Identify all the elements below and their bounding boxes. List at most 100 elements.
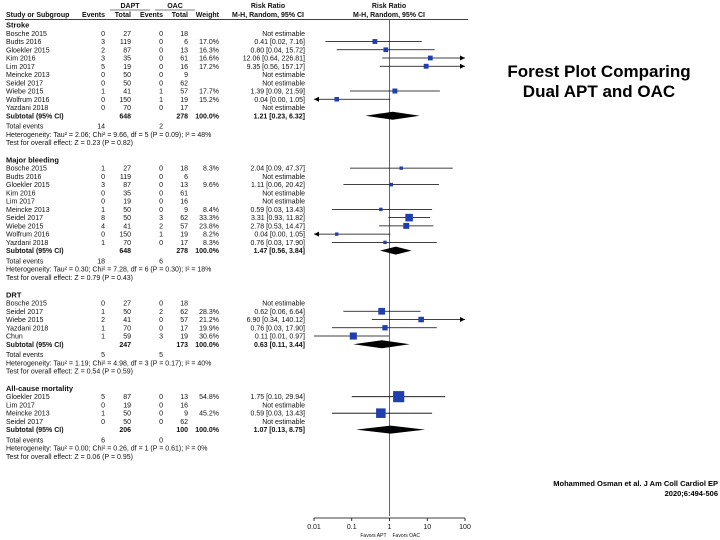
study-row-0-1-weight: 17.0%: [199, 39, 219, 46]
study-row-1-2-total1: 87: [123, 182, 131, 189]
study-row-1-2-name: Gloekler 2015: [6, 182, 50, 189]
favors-left-label: Favors APT: [360, 533, 386, 539]
study-row-0-7-point: [392, 88, 398, 94]
study-row-0-6-events1: 0: [101, 80, 105, 87]
overall-effect-0: Test for overall effect: Z = 0.23 (P = 0…: [6, 140, 133, 147]
total-events-0-events2: 2: [159, 124, 163, 131]
subtotal-2-weight: 100.0%: [195, 342, 220, 349]
x-tick-label-0: 0.01: [307, 524, 321, 531]
study-row-1-9-ci-text: 0.76 [0.03, 17.90]: [251, 240, 306, 247]
study-row-1-8-events2: 1: [159, 232, 163, 239]
study-row-1-7-ci-text: 2.78 [0.53, 14.47]: [251, 223, 306, 230]
study-row-0-2-name: Gloekler 2015: [6, 47, 50, 54]
study-row-0-9-total1: 70: [123, 105, 131, 112]
study-row-1-0-events2: 0: [159, 166, 163, 173]
study-row-0-7-ci-text: 1.39 [0.09, 21.59]: [251, 89, 306, 96]
study-row-1-9-total2: 17: [180, 240, 188, 247]
method-plot-header: M-H, Random, 95% CI: [353, 12, 425, 19]
study-row-0-1-total1: 119: [120, 39, 131, 46]
study-row-3-2-point: [376, 408, 386, 418]
favors-right-label: Favors OAC: [393, 533, 421, 539]
study-row-3-3-events2: 0: [159, 419, 163, 426]
study-row-1-4-events1: 0: [101, 199, 105, 206]
study-row-3-2-events2: 0: [159, 411, 163, 418]
study-row-2-1-events2: 2: [159, 309, 163, 316]
study-row-1-3-total2: 61: [180, 190, 188, 197]
study-row-0-9-events2: 0: [159, 105, 163, 112]
study-row-0-8-total2: 19: [180, 97, 188, 104]
study-row-0-1-events2: 0: [159, 39, 163, 46]
study-header: Study or Subgroup: [6, 12, 69, 19]
study-row-3-0-ci-text: 1.75 [0.10, 29.94]: [251, 394, 306, 401]
subtotal-1-total1: 648: [119, 248, 131, 255]
study-row-0-7-total2: 57: [180, 89, 188, 96]
subtotal-2-ci-text: 0.63 [0.11, 3.44]: [254, 342, 305, 349]
study-row-2-1-weight: 28.3%: [199, 309, 219, 316]
study-row-1-2-events1: 3: [101, 182, 105, 189]
events2-header: Events: [140, 12, 163, 19]
study-row-2-4-total2: 19: [180, 334, 188, 341]
study-row-0-2-total1: 87: [123, 47, 131, 54]
study-row-0-3-total2: 61: [180, 56, 188, 63]
study-row-3-1-name: Lim 2017: [6, 402, 35, 409]
study-row-1-3-name: Kim 2016: [6, 190, 36, 197]
overall-effect-2: Test for overall effect: Z = 0.54 (P = 0…: [6, 369, 133, 376]
study-row-1-6-total1: 50: [123, 215, 131, 222]
study-row-3-2-total1: 50: [123, 411, 131, 418]
study-row-1-1-ci-text: Not estimable: [262, 174, 305, 181]
slide-title: Forest Plot Comparing Dual APT and OAC: [488, 62, 710, 102]
study-row-0-0-total1: 27: [123, 31, 131, 38]
study-row-1-5-total1: 50: [123, 207, 131, 214]
study-row-0-6-total1: 50: [123, 80, 131, 87]
study-row-2-4-events2: 3: [159, 334, 163, 341]
total-events-2-events2: 5: [159, 352, 163, 359]
study-row-0-8-point: [334, 96, 339, 102]
study-row-1-6-point: [405, 213, 413, 222]
study-row-2-3-weight: 19.9%: [199, 325, 219, 332]
study-row-2-2-ci-line-right-arrow: [460, 317, 465, 323]
study-row-1-2-weight: 9.6%: [203, 182, 219, 189]
study-row-2-3-ci-text: 0.76 [0.03, 17.90]: [251, 325, 306, 332]
study-row-0-5-events2: 0: [159, 72, 163, 79]
citation-line-1: Mohammed Osman et al. J Am Coll Cardiol …: [553, 479, 718, 488]
study-row-1-3-ci-text: Not estimable: [262, 190, 305, 197]
study-row-0-8-ci-text: 0.04 [0.00, 1.05]: [254, 97, 305, 104]
study-row-0-8-events2: 1: [159, 97, 163, 104]
study-row-2-0-events2: 0: [159, 301, 163, 308]
study-row-0-4-ci-text: 9.35 [0.56, 157.17]: [247, 64, 305, 71]
study-row-3-1-total2: 16: [180, 402, 188, 409]
total-events-2-events1: 5: [101, 352, 105, 359]
study-row-0-0-events2: 0: [159, 31, 163, 38]
study-row-1-3-events1: 0: [101, 190, 105, 197]
study-row-2-3-events2: 0: [159, 325, 163, 332]
study-row-2-3-total1: 70: [123, 325, 131, 332]
study-row-2-0-ci-text: Not estimable: [262, 301, 305, 308]
subtotal-0-label: Subtotal (95% CI): [6, 113, 64, 120]
subgroup-title-0: Stroke: [6, 21, 29, 30]
study-row-0-2-point: [383, 47, 389, 53]
study-row-0-3-name: Kim 2016: [6, 56, 36, 63]
total-events-0-label: Total events: [6, 124, 44, 131]
study-row-2-4-weight: 30.6%: [199, 334, 219, 341]
rr-plot-header: Risk Ratio: [372, 3, 406, 10]
study-row-3-0-total1: 87: [123, 394, 131, 401]
study-row-0-1-point: [372, 39, 378, 44]
study-row-1-0-events1: 1: [101, 166, 105, 173]
study-row-0-4-total1: 19: [123, 64, 131, 71]
study-row-1-0-weight: 8.3%: [203, 166, 219, 173]
slide-title-line-2: Dual APT and OAC: [522, 82, 676, 101]
study-row-1-7-total1: 41: [123, 223, 131, 230]
study-row-0-3-weight: 16.6%: [199, 56, 219, 63]
study-row-0-6-total2: 62: [180, 80, 188, 87]
subgroup-title-2: DRT: [6, 290, 22, 299]
total-events-1-label: Total events: [6, 258, 44, 265]
study-row-1-5-total2: 9: [184, 207, 188, 214]
study-row-1-4-events2: 0: [159, 199, 163, 206]
heterogeneity-3: Heterogeneity: Tau² = 0.00; Chi² = 0.26,…: [6, 446, 208, 453]
total2-header: Total: [172, 12, 188, 19]
subtotal-2-label: Subtotal (95% CI): [6, 342, 64, 349]
study-row-1-0-ci-text: 2.04 [0.09, 47.37]: [251, 166, 306, 173]
subgroup-title-3: All-cause mortality: [6, 384, 74, 393]
study-row-0-8-events1: 0: [101, 97, 105, 104]
study-row-2-2-events1: 2: [101, 317, 105, 324]
